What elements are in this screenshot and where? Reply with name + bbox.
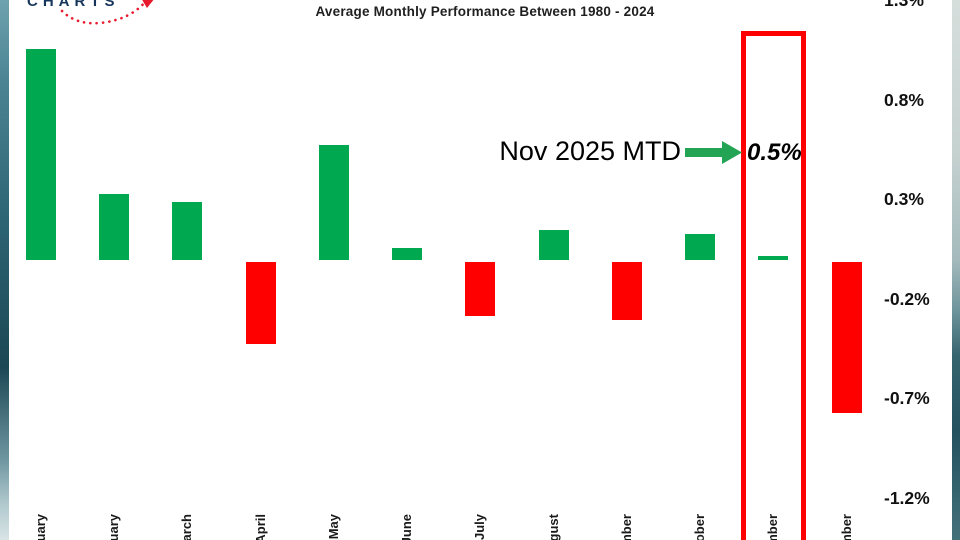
bar-january bbox=[26, 49, 56, 260]
bar-may bbox=[318, 144, 349, 260]
y-tick-label: 0.3% bbox=[884, 189, 924, 210]
y-tick-label: 1.3% bbox=[884, 0, 924, 11]
month-label-september: September bbox=[619, 514, 634, 540]
month-label-march: March bbox=[179, 514, 195, 540]
y-tick-label: -0.2% bbox=[884, 288, 930, 309]
month-label-august: August bbox=[545, 514, 561, 540]
month-label-january: January bbox=[33, 514, 48, 540]
logo-text: CHARTS bbox=[27, 0, 120, 10]
bar-june bbox=[392, 248, 423, 260]
bar-december bbox=[831, 262, 862, 414]
bar-february bbox=[99, 194, 130, 260]
bar-july bbox=[465, 262, 496, 316]
y-tick-label: -0.7% bbox=[884, 388, 930, 409]
bar-march bbox=[172, 202, 203, 260]
y-tick-label: -1.2% bbox=[884, 487, 930, 508]
highlight-box bbox=[741, 31, 806, 540]
bar-october bbox=[685, 234, 716, 260]
bar-august bbox=[538, 230, 569, 260]
month-label-february: February bbox=[106, 514, 121, 540]
left-edge-strip bbox=[0, 0, 9, 540]
month-label-october: October bbox=[692, 514, 708, 540]
chart-title: Average Monthly Performance Between 1980… bbox=[315, 4, 655, 19]
annotation-value: 0.5% bbox=[747, 139, 802, 166]
right-edge-strip bbox=[952, 0, 960, 540]
bar-april bbox=[245, 262, 276, 344]
month-label-april: April bbox=[252, 514, 268, 540]
annotation-label: Nov 2025 MTD bbox=[499, 136, 681, 166]
logo-arc-icon bbox=[60, 0, 154, 25]
arrow-right-icon bbox=[685, 141, 742, 164]
bar-september bbox=[611, 262, 642, 320]
y-tick-label: 0.8% bbox=[884, 89, 924, 110]
logo: CHARTS bbox=[27, 0, 120, 11]
month-label-june: June bbox=[399, 514, 415, 540]
month-label-december: December bbox=[839, 514, 854, 540]
month-label-july: July bbox=[472, 514, 488, 540]
month-label-may: May bbox=[325, 514, 341, 540]
bar-november bbox=[758, 256, 789, 260]
